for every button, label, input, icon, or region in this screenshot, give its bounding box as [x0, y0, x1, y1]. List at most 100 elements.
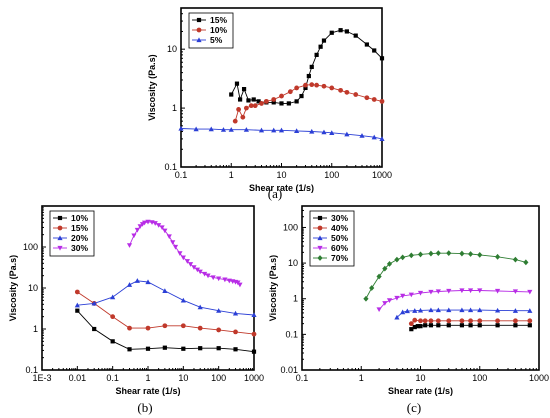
data-point	[513, 318, 518, 324]
data-point	[527, 308, 533, 313]
data-point	[359, 133, 365, 138]
data-point	[294, 85, 300, 91]
y-tick-label: 100	[23, 242, 38, 252]
data-point	[194, 267, 200, 273]
series-line	[365, 252, 527, 299]
data-point	[344, 131, 350, 137]
x-tick-label: 0.1	[175, 170, 188, 180]
data-point	[166, 234, 172, 240]
data-point	[159, 225, 165, 231]
data-point	[394, 256, 400, 263]
data-point	[181, 346, 186, 351]
data-point	[187, 262, 194, 267]
data-point	[386, 298, 393, 303]
data-point	[286, 101, 291, 106]
data-point	[353, 92, 359, 97]
legend-label: 60%	[331, 243, 348, 253]
y-tick-label: 1	[293, 294, 298, 304]
data-point	[193, 126, 199, 132]
data-point	[417, 251, 424, 258]
data-point	[314, 52, 319, 57]
data-point	[428, 307, 434, 313]
y-tick-label: 0.1	[25, 365, 38, 375]
legend-marker	[57, 215, 63, 221]
legend-marker	[196, 37, 202, 43]
data-point	[263, 98, 269, 104]
data-point	[232, 118, 238, 124]
data-point	[180, 323, 186, 329]
data-point	[394, 314, 400, 320]
x-tick-label: 100	[324, 170, 339, 180]
data-point	[418, 318, 423, 324]
x-axis-title: Shear rate (1/s)	[388, 386, 453, 396]
data-point	[418, 324, 423, 329]
legend-marker	[317, 215, 323, 221]
legend-marker	[317, 255, 323, 261]
data-point	[220, 127, 227, 132]
data-point	[271, 97, 277, 102]
data-point	[477, 307, 483, 313]
data-point	[236, 107, 241, 112]
data-point	[180, 297, 186, 303]
data-point	[412, 317, 418, 323]
x-tick-label: 1000	[372, 170, 392, 180]
legend-label: 15%	[71, 223, 88, 233]
data-point	[446, 250, 452, 257]
data-point	[318, 44, 323, 49]
data-point	[134, 227, 140, 233]
legend-marker	[317, 225, 323, 231]
data-point	[131, 233, 137, 239]
data-point	[216, 276, 222, 282]
data-point	[512, 308, 519, 313]
data-point	[309, 64, 314, 70]
legend-box	[309, 210, 355, 267]
data-point	[379, 56, 385, 61]
x-tick-label: 10	[415, 373, 425, 383]
data-point	[240, 114, 246, 120]
data-point	[279, 101, 284, 106]
x-tick-label: 1E-3	[32, 373, 51, 383]
data-point	[259, 101, 264, 106]
data-point	[197, 269, 203, 275]
legend-label: 70%	[331, 253, 348, 263]
legend-box	[49, 210, 95, 257]
data-point	[251, 349, 257, 354]
legend-label: 15%	[210, 15, 227, 25]
data-point	[408, 252, 414, 259]
data-point	[446, 307, 452, 313]
y-tick-label: 0.01	[280, 365, 298, 375]
data-point	[494, 307, 501, 313]
data-point	[468, 323, 473, 328]
panel-label-a: (a)	[268, 186, 282, 201]
data-point	[237, 282, 243, 288]
chart-panel-a: 0.1 1 10 100 1000 0.1 1 10 Shear rate (1/s) Visco…	[147, 7, 392, 193]
data-point	[428, 323, 434, 328]
data-point	[477, 318, 483, 324]
data-point	[271, 100, 276, 105]
data-point	[412, 324, 417, 330]
series-line	[230, 29, 383, 104]
y-tick-label: 10	[288, 258, 298, 268]
data-point	[278, 127, 285, 133]
x-axis-title: Shear rate (1/s)	[249, 183, 314, 193]
x-tick-label: 1	[359, 373, 364, 383]
data-point	[156, 223, 162, 228]
legend-label: 40%	[331, 223, 348, 233]
data-point	[338, 87, 343, 93]
data-point	[216, 346, 221, 351]
data-point	[494, 253, 501, 260]
data-point	[344, 89, 350, 95]
panel-label-c: (c)	[407, 400, 421, 415]
data-point	[145, 325, 151, 331]
data-point	[216, 308, 222, 313]
data-point	[379, 98, 385, 104]
legend-label: 20%	[71, 233, 88, 243]
series-line	[129, 221, 241, 286]
data-point	[75, 308, 80, 313]
data-point	[394, 295, 400, 301]
data-point	[363, 295, 369, 302]
data-point	[145, 279, 151, 285]
data-point	[170, 240, 176, 245]
